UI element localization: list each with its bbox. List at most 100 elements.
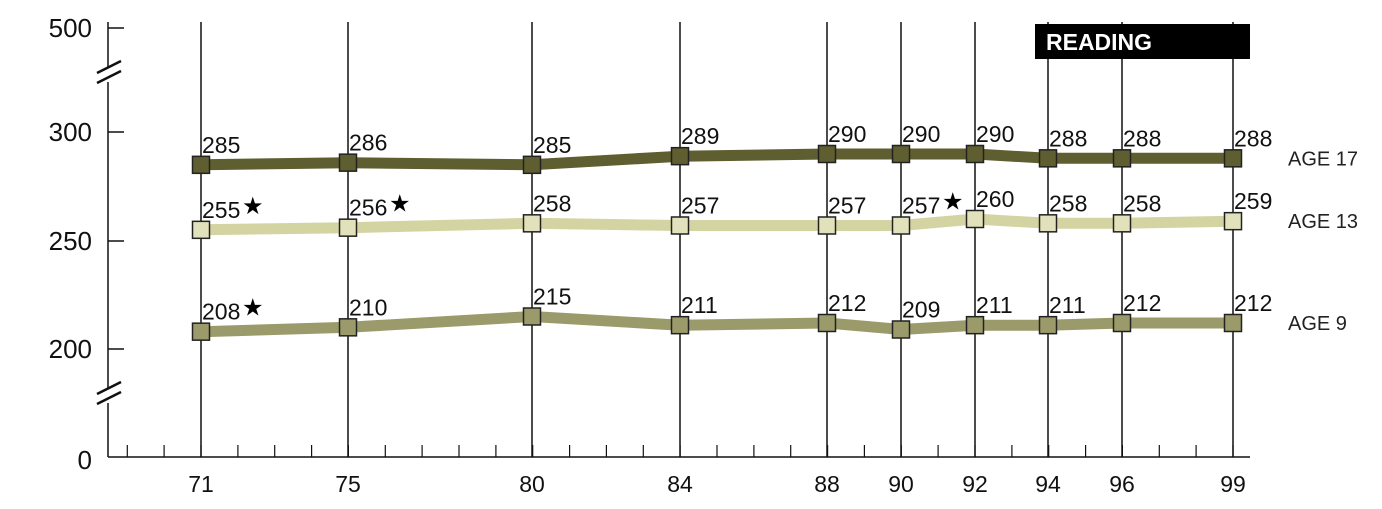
data-label-age-9-84: 211 (681, 292, 718, 318)
y-axis-break-lower-1 (96, 380, 122, 396)
marker-age-9-88 (817, 313, 837, 333)
axes (96, 22, 1250, 458)
marker-age-17-99 (1223, 149, 1243, 168)
marker-age-17-84 (670, 146, 690, 166)
data-label-age-17-75: 286 (349, 130, 387, 156)
marker-age-17-88 (817, 144, 837, 164)
marker-age-17-80 (522, 155, 542, 175)
data-label-age-17-90: 290 (902, 121, 940, 147)
marker-age-13-96 (1112, 214, 1132, 233)
data-label-age-13-99: 259 (1234, 188, 1272, 214)
series-label-age-17: AGE 17 (1288, 148, 1358, 170)
y-tick-label-300: 300 (49, 117, 92, 147)
marker-age-17-92 (965, 144, 985, 164)
data-label-age-9-71: 208 (202, 299, 240, 325)
y-tick-label-250: 250 (49, 226, 92, 256)
chart-title-background (1035, 24, 1250, 59)
significance-star-age-13-75: ★ (389, 190, 411, 218)
data-label-age-17-80: 285 (533, 132, 571, 158)
marker-age-9-71 (191, 322, 211, 341)
y-axis-break-lower-2 (96, 390, 122, 406)
marker-age-13-88 (817, 216, 837, 235)
x-axis-tick-labels: 71 75 80 84 88 90 92 94 96 99 (188, 471, 1246, 497)
data-label-age-17-99: 288 (1234, 125, 1272, 151)
series-line-age-9 (195, 311, 1239, 338)
data-label-age-17-71: 285 (202, 132, 240, 158)
x-tick-label-71: 71 (188, 471, 214, 497)
data-label-age-17-92: 290 (976, 121, 1014, 147)
marker-age-13-90 (891, 216, 911, 235)
marker-age-13-99 (1223, 211, 1243, 231)
data-label-age-9-92: 211 (976, 292, 1013, 318)
data-label-age-13-71: 255 (202, 197, 240, 223)
marker-age-17-71 (191, 155, 211, 175)
data-label-age-17-96: 288 (1123, 125, 1161, 151)
x-tick-label-88: 88 (814, 471, 840, 497)
y-axis-tick-labels: 0 200 250 300 500 (49, 13, 92, 475)
data-label-age-13-90: 257 (902, 192, 940, 218)
marker-age-9-90 (891, 320, 911, 339)
marker-age-13-92 (965, 209, 985, 229)
significance-star-age-13-90: ★ (942, 187, 964, 215)
marker-age-9-96 (1112, 313, 1132, 333)
marker-age-13-84 (670, 216, 690, 235)
y-axis-break-upper-1 (96, 59, 122, 75)
marker-age-9-84 (670, 315, 690, 335)
marker-age-9-92 (965, 315, 985, 335)
data-label-age-9-94: 211 (1049, 292, 1086, 318)
marker-age-17-90 (891, 144, 911, 164)
marker-age-9-94 (1038, 315, 1058, 335)
chart-title: READING (1046, 29, 1152, 55)
marker-age-9-80 (522, 307, 542, 326)
x-tick-label-90: 90 (888, 471, 914, 497)
data-label-age-9-80: 215 (533, 283, 571, 309)
data-markers (191, 144, 1243, 341)
y-axis-break-upper-2 (96, 69, 122, 85)
data-label-age-13-88: 257 (828, 192, 866, 218)
data-label-age-9-96: 212 (1123, 290, 1161, 316)
x-tick-label-80: 80 (519, 471, 545, 497)
series-label-age-9: AGE 9 (1288, 313, 1347, 335)
marker-age-13-75 (338, 218, 358, 237)
chart-title-box: READING (1035, 24, 1250, 59)
marker-age-13-80 (522, 214, 542, 233)
data-label-age-13-94: 258 (1049, 190, 1087, 216)
data-label-age-13-80: 258 (533, 190, 571, 216)
vertical-gridlines (200, 22, 1234, 457)
x-tick-label-92: 92 (962, 471, 988, 497)
data-label-age-9-75: 210 (349, 294, 387, 320)
y-tick-label-500: 500 (49, 13, 92, 43)
data-label-age-17-84: 289 (681, 123, 719, 149)
data-label-age-13-75: 256 (349, 195, 387, 221)
marker-age-17-96 (1112, 149, 1132, 168)
marker-age-13-94 (1038, 214, 1058, 233)
data-label-age-9-90: 209 (902, 296, 940, 322)
data-label-age-13-84: 257 (681, 192, 719, 218)
series-line-age-13 (195, 213, 1239, 236)
series-label-age-13: AGE 13 (1288, 211, 1358, 233)
x-tick-label-94: 94 (1035, 471, 1061, 497)
data-label-age-9-88: 212 (828, 290, 866, 316)
significance-star-age-9-71: ★ (242, 294, 264, 322)
x-tick-label-75: 75 (335, 471, 361, 497)
x-tick-label-96: 96 (1109, 471, 1135, 497)
marker-age-17-94 (1038, 149, 1058, 168)
data-label-age-17-94: 288 (1049, 125, 1087, 151)
series-lines (195, 148, 1239, 338)
y-tick-label-200: 200 (49, 334, 92, 364)
data-label-age-17-88: 290 (828, 121, 866, 147)
data-label-age-9-99: 212 (1234, 290, 1272, 316)
marker-age-9-75 (338, 318, 358, 337)
y-tick-label-0: 0 (78, 445, 92, 475)
marker-age-13-71 (191, 220, 211, 240)
series-line-age-17 (195, 148, 1239, 171)
data-label-age-13-92: 260 (976, 186, 1014, 212)
x-tick-label-99: 99 (1220, 471, 1246, 497)
marker-age-9-99 (1223, 313, 1243, 333)
x-tick-label-84: 84 (667, 471, 693, 497)
series-labels: AGE 17 AGE 13 AGE 9 (1288, 148, 1358, 335)
data-label-age-13-96: 258 (1123, 190, 1161, 216)
significance-star-age-13-71: ★ (242, 192, 264, 220)
